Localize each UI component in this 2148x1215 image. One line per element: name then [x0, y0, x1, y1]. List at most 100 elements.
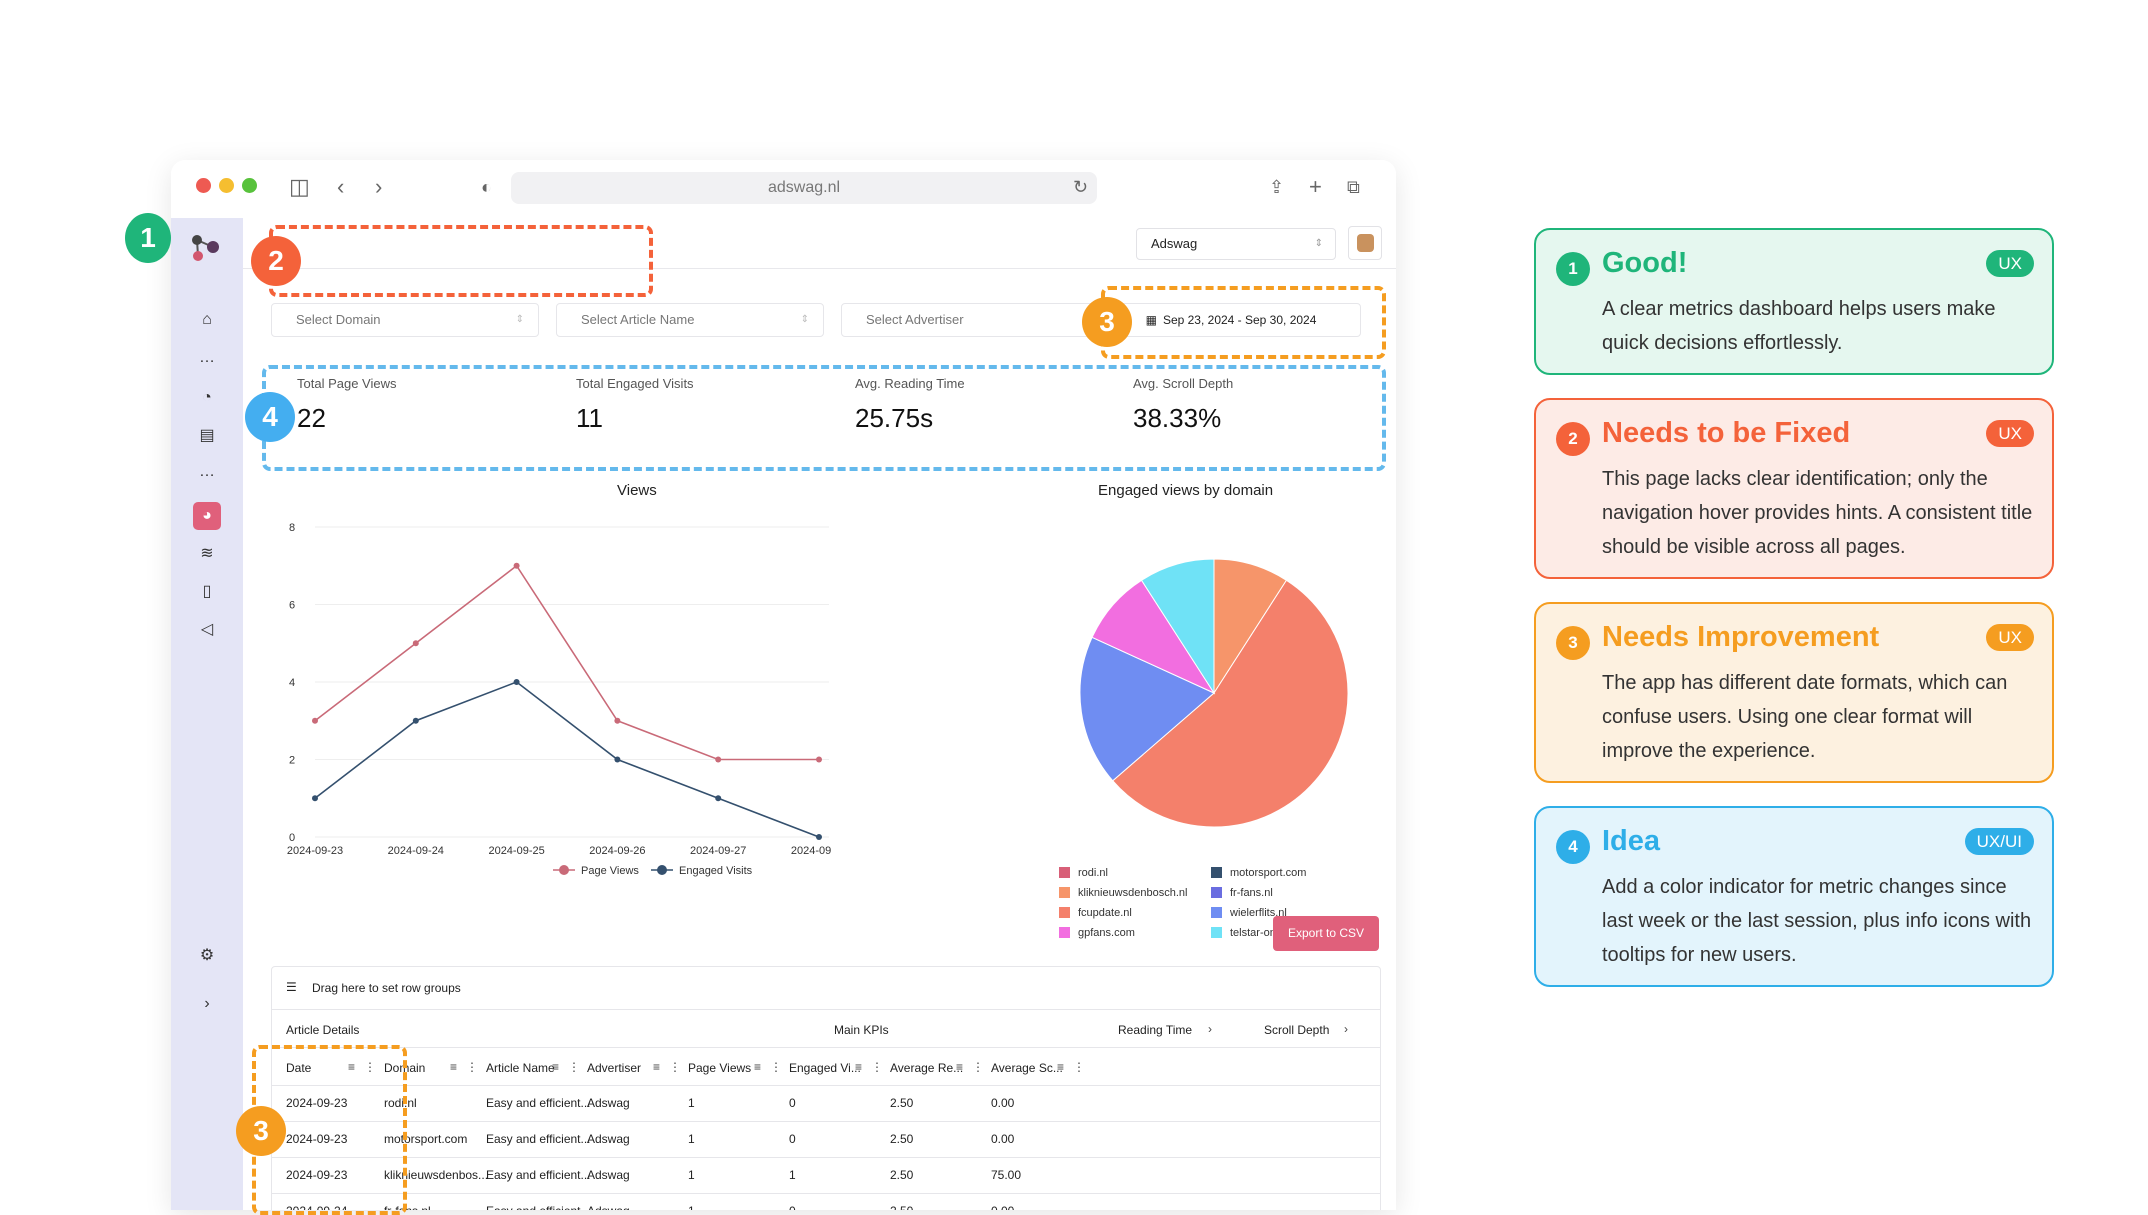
filter-icon[interactable]: ≡	[653, 1060, 661, 1074]
share-icon[interactable]: ⇪	[1269, 177, 1285, 197]
engaged-views-pie-chart: rodi.nl motorsport.com kliknieuwsdenbosch.…	[1059, 558, 1349, 939]
sidebar-toggle-icon[interactable]: ◫	[289, 174, 310, 199]
legend-label: wielerflits.nl	[1229, 907, 1287, 919]
card-number: 2	[1556, 422, 1590, 456]
group-header[interactable]: Reading Time	[1118, 1023, 1193, 1037]
column-header[interactable]: Date	[286, 1061, 312, 1075]
card-tag: UX	[1986, 624, 2034, 651]
y-tick-label: 4	[289, 677, 295, 689]
column-header[interactable]: Average Sc...	[991, 1061, 1063, 1075]
column-header[interactable]: Engaged Vi...	[789, 1061, 861, 1075]
date-range-picker[interactable]: ▦ Sep 23, 2024 - Sep 30, 2024	[1101, 303, 1361, 337]
home-icon[interactable]: ⌂	[202, 311, 212, 328]
legend-label: Engaged Visits	[679, 865, 753, 877]
column-menu-icon[interactable]: ⋮	[568, 1060, 580, 1074]
table-cell: 2024-09-23	[286, 1168, 348, 1182]
article-select[interactable]: Select Article Name ⇕	[556, 303, 824, 337]
table-cell: 1	[688, 1132, 695, 1146]
filter-icon[interactable]: ≡	[450, 1060, 458, 1074]
card-title: Idea	[1602, 825, 1661, 857]
inbox-icon[interactable]: ▤	[199, 427, 215, 444]
shield-icon[interactable]: ◐	[481, 177, 492, 197]
filter-icon[interactable]: ≡	[754, 1060, 762, 1074]
reload-icon[interactable]: ↻	[1073, 177, 1089, 197]
table-row[interactable]: 2024-09-23 kliknieuwsdenbos... Easy and ef…	[272, 1157, 1380, 1194]
filter-icon[interactable]: ≡	[956, 1060, 964, 1074]
x-tick-label: 2024-09-23	[287, 845, 343, 857]
minimize-window-button[interactable]	[219, 178, 234, 193]
settings-icon[interactable]: ⚙	[199, 947, 215, 964]
legend-label: rodi.nl	[1078, 867, 1108, 879]
chevron-right-icon[interactable]: ›	[1208, 1022, 1212, 1036]
kpi-label: Avg. Reading Time	[855, 376, 965, 391]
more-dots-icon[interactable]: …	[199, 349, 215, 366]
more-dots-icon[interactable]: …	[199, 463, 215, 480]
table-cell: fr-fans.nl	[384, 1204, 431, 1210]
dashboard-icon[interactable]: ◕	[193, 502, 221, 530]
table-row[interactable]: 2024-09-23 rodi.nl Easy and efficient... Ad…	[272, 1085, 1380, 1122]
table-cell: 2024-09-24	[286, 1204, 347, 1210]
chevron-right-icon[interactable]: ›	[1344, 1022, 1348, 1036]
group-header: Article Details	[286, 1023, 360, 1037]
analytics-icon[interactable]: ◔	[202, 389, 212, 406]
document-icon[interactable]: ▯	[202, 583, 212, 600]
close-window-button[interactable]	[196, 178, 211, 193]
filter-icon[interactable]: ≡	[552, 1060, 560, 1074]
column-menu-icon[interactable]: ⋮	[364, 1060, 376, 1074]
column-header[interactable]: Page Views	[688, 1061, 752, 1075]
group-header[interactable]: Scroll Depth	[1264, 1023, 1330, 1037]
table-cell: 0	[789, 1132, 796, 1146]
y-tick-label: 8	[289, 522, 295, 534]
legend-label: Page Views	[581, 865, 639, 877]
column-header[interactable]: Article Name	[486, 1061, 555, 1075]
column-menu-icon[interactable]: ⋮	[669, 1060, 681, 1074]
layers-icon[interactable]: ≋	[200, 545, 214, 562]
domain-select-placeholder: Select Domain	[296, 312, 381, 327]
table-row[interactable]: 2024-09-23 motorsport.com Easy and efficie…	[272, 1121, 1380, 1158]
data-point	[312, 717, 318, 724]
table-cell: 0	[789, 1204, 796, 1210]
table-cell: 0	[789, 1096, 796, 1110]
column-header[interactable]: Advertiser	[587, 1061, 642, 1075]
avatar[interactable]	[1348, 226, 1382, 260]
app-logo[interactable]	[189, 232, 223, 262]
filter-icon[interactable]: ≡	[855, 1060, 863, 1074]
table-cell: 2024-09-23	[286, 1132, 348, 1146]
advertiser-select[interactable]: Select Advertiser ⇕	[841, 303, 1109, 337]
expand-sidebar-icon[interactable]: ›	[204, 995, 210, 1012]
table-cell: rodi.nl	[384, 1096, 417, 1110]
data-table: ☰ Drag here to set row groups Article De…	[271, 966, 1381, 1210]
table-cell: Adswag	[587, 1132, 630, 1146]
table-cell: Easy and efficient...	[486, 1204, 591, 1210]
domain-select[interactable]: Select Domain ⇕	[271, 303, 539, 337]
back-icon[interactable]: ‹	[337, 174, 345, 199]
browser-toolbar: ◫ ‹ › ◐ adswag.nl ↻ ⇪ + ⧉	[171, 160, 1396, 218]
table-cell: kliknieuwsdenbos...	[384, 1168, 489, 1182]
address-bar[interactable]: adswag.nl	[511, 172, 1097, 204]
filter-icon[interactable]: ≡	[348, 1060, 356, 1074]
card-tag: UX	[1986, 250, 2034, 277]
feedback-card-fix: 2 Needs to be Fixed UX This page lacks clea…	[1534, 398, 2054, 579]
table-cell: Easy and efficient...	[486, 1132, 591, 1146]
data-point	[715, 756, 722, 763]
column-header[interactable]: Average Re...	[890, 1061, 964, 1075]
export-csv-button[interactable]: Export to CSV	[1273, 916, 1379, 951]
column-menu-icon[interactable]: ⋮	[871, 1060, 883, 1074]
date-range-value: Sep 23, 2024 - Sep 30, 2024	[1162, 313, 1317, 327]
kpi-label: Total Engaged Visits	[576, 376, 694, 391]
organization-select[interactable]: Adswag ⇕	[1136, 228, 1336, 260]
filter-icon[interactable]: ≡	[1057, 1060, 1065, 1074]
column-menu-icon[interactable]: ⋮	[972, 1060, 984, 1074]
column-menu-icon[interactable]: ⋮	[1073, 1060, 1085, 1074]
maximize-window-button[interactable]	[242, 178, 257, 193]
column-menu-icon[interactable]: ⋮	[770, 1060, 782, 1074]
table-cell: 2.50	[890, 1204, 913, 1210]
megaphone-icon[interactable]: ◁	[200, 621, 214, 638]
table-row[interactable]: 2024-09-24 fr-fans.nl Easy and efficient..…	[272, 1193, 1380, 1210]
forward-icon[interactable]: ›	[375, 174, 383, 199]
column-menu-icon[interactable]: ⋮	[466, 1060, 478, 1074]
tabs-overview-icon[interactable]: ⧉	[1347, 177, 1360, 197]
new-tab-icon[interactable]: +	[1309, 174, 1322, 199]
annotation-badge: 3	[236, 1106, 286, 1156]
table-cell: 2.50	[890, 1132, 914, 1146]
